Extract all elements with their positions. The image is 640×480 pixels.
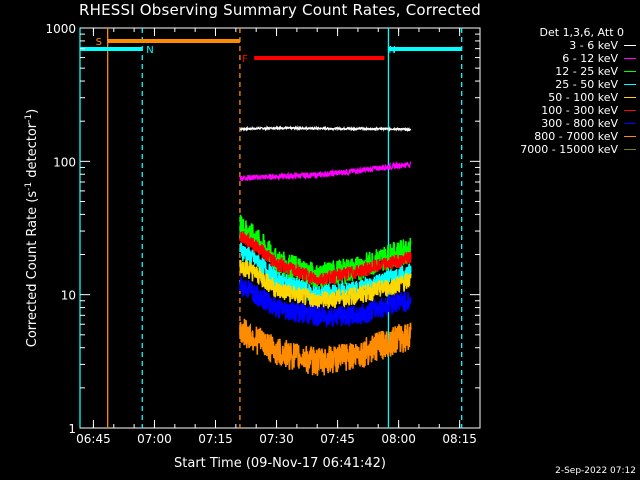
- legend-swatch: [624, 71, 636, 72]
- x-tick-label-6: 08:15: [442, 432, 477, 446]
- legend-header: Det 1,3,6, Att 0: [539, 26, 624, 39]
- flag-label-3: F: [242, 54, 248, 65]
- data-series: [239, 125, 412, 376]
- series-line-4: [239, 259, 412, 310]
- series-line-1: [239, 160, 412, 182]
- flag-label-1: N: [146, 45, 153, 56]
- legend-entry-label: 12 - 25 keV: [555, 65, 618, 78]
- legend-entry-label: 800 - 7000 keV: [534, 130, 618, 143]
- y-tick-label-2: 100: [53, 155, 76, 169]
- legend-swatch: [624, 149, 636, 150]
- x-tick-label-0: 06:45: [76, 432, 111, 446]
- x-tick-label-3: 07:30: [259, 432, 294, 446]
- legend-swatch: [624, 110, 636, 111]
- series-line-6: [239, 276, 412, 329]
- legend-entry-label: 3 - 6 keV: [569, 39, 618, 52]
- x-tick-label-5: 08:00: [381, 432, 416, 446]
- legend-entry-label: 100 - 300 keV: [541, 104, 618, 117]
- legend-entry: 12 - 25 keV: [486, 65, 636, 78]
- legend-entry: 100 - 300 keV: [486, 104, 636, 117]
- legend-entry-label: 6 - 12 keV: [562, 52, 618, 65]
- x-tick-label-4: 07:45: [320, 432, 355, 446]
- legend-swatch: [624, 58, 636, 59]
- legend-entry-label: 25 - 50 keV: [555, 78, 618, 91]
- y-tick-label-1: 10: [61, 289, 76, 303]
- timestamp-footer: 2-Sep-2022 07:12: [555, 466, 636, 476]
- legend-entry-label: 300 - 800 keV: [541, 117, 618, 130]
- x-tick-label-1: 07:00: [137, 432, 172, 446]
- series-line-0: [239, 125, 412, 133]
- legend-swatch: [624, 84, 636, 85]
- attenuator-markers: [79, 28, 463, 428]
- legend-entry: 6 - 12 keV: [486, 52, 636, 65]
- legend-entry: 300 - 800 keV: [486, 117, 636, 130]
- plot-frame: [79, 27, 481, 429]
- legend-swatch: [624, 136, 636, 137]
- chart-title: RHESSI Observing Summary Count Rates, Co…: [78, 1, 481, 19]
- y-axis-label: Corrected Count Rate (s-1 detector-1): [24, 109, 40, 347]
- flag-label-0: S: [96, 37, 102, 48]
- series-line-5: [239, 230, 412, 286]
- legend-entry: 25 - 50 keV: [486, 78, 636, 91]
- legend-entry: 800 - 7000 keV: [486, 130, 636, 143]
- legend-entry-label: 7000 - 15000 keV: [520, 143, 618, 156]
- series-line-7: [239, 318, 412, 376]
- flag-label-2: N: [388, 45, 395, 56]
- y-tick-label-3: 1000: [45, 22, 76, 36]
- legend-swatch: [624, 45, 636, 46]
- legend-swatch: [624, 123, 636, 124]
- x-axis-label: Start Time (09-Nov-17 06:41:42): [174, 456, 386, 471]
- x-tick-label-2: 07:15: [198, 432, 233, 446]
- legend-entry-label: 50 - 100 keV: [548, 91, 618, 104]
- axes: 06:45 07:00 07:15 07:30 07:45 08:00 08:15 1 10 10…: [45, 22, 481, 446]
- legend-entry: 50 - 100 keV: [486, 91, 636, 104]
- legend-swatch: [624, 97, 636, 98]
- legend: Det 1,3,6, Att 0 3 - 6 keV 6 - 12 keV 12 -…: [486, 26, 636, 156]
- legend-entry: 7000 - 15000 keV: [486, 143, 636, 156]
- legend-entry: 3 - 6 keV: [486, 39, 636, 52]
- legend-entries: 3 - 6 keV 6 - 12 keV 12 - 25 keV 25 - 50 ke…: [486, 39, 636, 156]
- flag-bars: S N N F: [80, 37, 462, 65]
- y-tick-label-0: 1: [68, 422, 76, 436]
